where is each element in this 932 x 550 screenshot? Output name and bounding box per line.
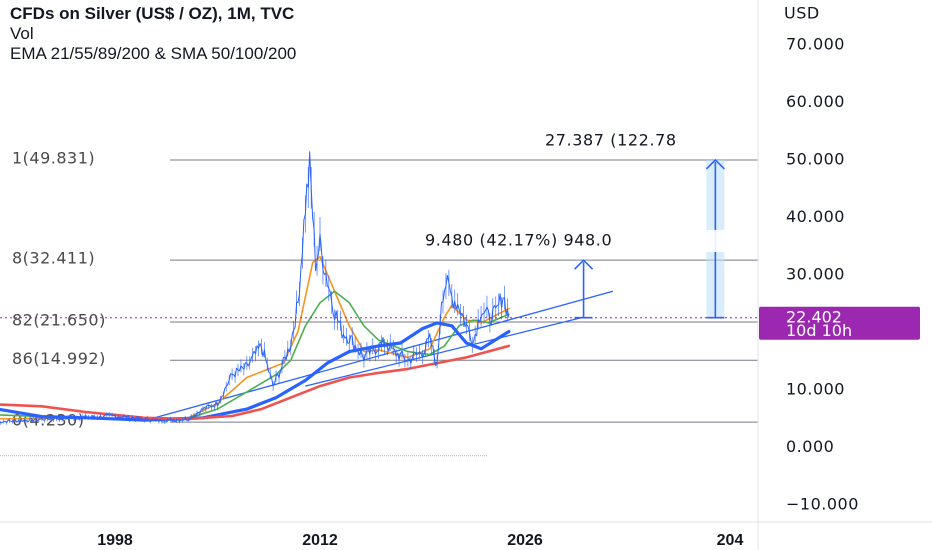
moving-averages [0,255,511,422]
measure-tools[interactable]: 27.387 (122.78 9.480 (42.17%) 948.0 [413,130,758,319]
bar-countdown: 10d 10h [786,321,852,340]
fib-level-label: 86(14.992) [12,349,106,368]
y-tick-label: 10.000 [786,380,845,399]
moving-average-line [0,321,511,422]
y-tick-label: 60.000 [786,92,845,111]
y-tick-label: 0.000 [786,437,834,456]
y-tick-label: 50.000 [786,150,845,169]
x-tick-label: 204 [717,532,744,549]
measure-arrow-head [574,259,594,270]
y-tick-label: −10.000 [786,495,859,514]
x-tick-label: 1998 [97,532,133,549]
fib-levels: 1(49.831)8(32.411)82(21.650)86(14.992)0(… [12,148,758,430]
measure-arrow-head [705,158,725,170]
y-tick-label: 70.000 [786,35,845,54]
y-tick-label: 40.000 [786,207,845,226]
x-tick-label: 2012 [302,532,338,549]
legend-volume: Vol [10,24,34,43]
current-price-badge [759,306,920,340]
moving-average-line [0,290,510,421]
measure-label: 9.480 (42.17%) 948.0 [425,231,612,250]
price-series [0,151,510,425]
x-tick-label: 2026 [507,532,543,549]
fib-level-label: 1(49.831) [12,148,95,167]
legend-indicators: EMA 21/55/89/200 & SMA 50/100/200 [10,44,297,63]
fib-level-label: 8(32.411) [12,249,95,268]
y-tick-label: 30.000 [786,265,845,284]
moving-average-line [0,255,510,420]
price-line [0,151,510,424]
chart-legend: CFDs on Silver (US$ / OZ), 1M, TVC Vol E… [10,4,296,64]
measure-label-bg [533,130,758,152]
measure-label: 27.387 (122.78 [545,131,677,150]
currency-label: USD [784,4,820,23]
fib-level-label: 82(21.650) [12,311,106,330]
measure-label-bg [413,230,758,252]
chart-title: CFDs on Silver (US$ / OZ), 1M, TVC [10,4,295,23]
moving-average-line [0,344,511,421]
current-price-value: 22.402 [786,308,842,327]
trendline[interactable] [305,316,584,387]
